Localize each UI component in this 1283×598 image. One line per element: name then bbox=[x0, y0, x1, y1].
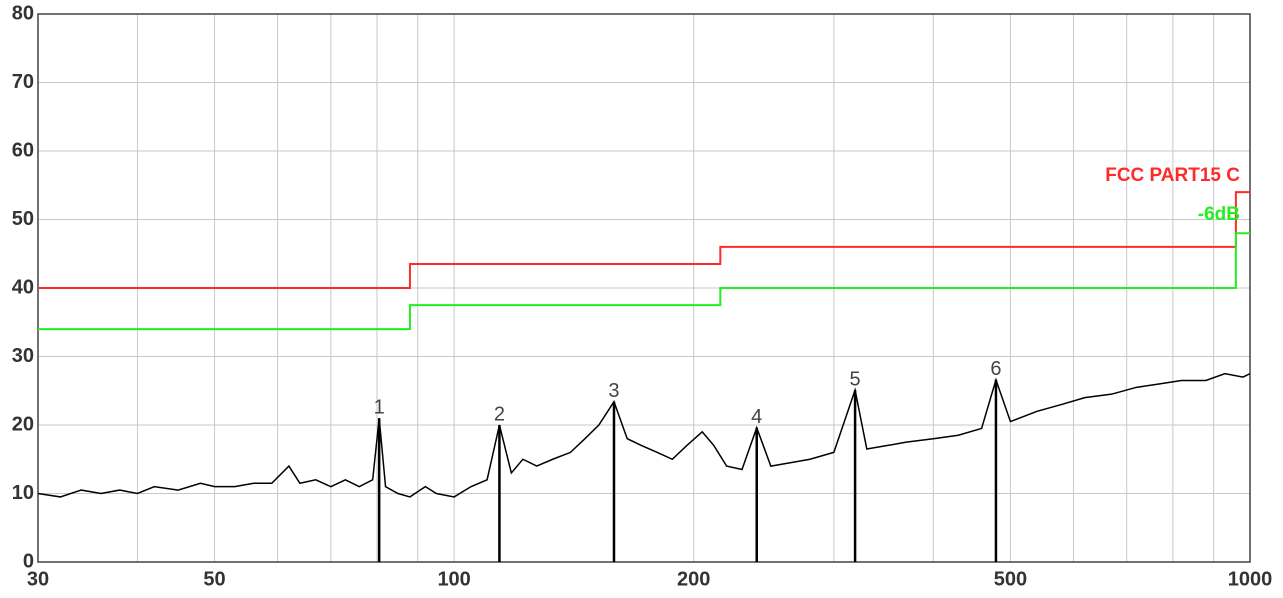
series-line bbox=[38, 191, 1250, 289]
marker-label: 1 bbox=[374, 396, 385, 418]
marker-label: 6 bbox=[990, 358, 1001, 380]
marker-label: 4 bbox=[751, 406, 762, 428]
y-tick-label: 80 bbox=[12, 2, 34, 24]
y-tick-label: 20 bbox=[12, 413, 34, 435]
legend-label: FCC PART15 C bbox=[1105, 165, 1240, 186]
y-tick-label: 60 bbox=[12, 139, 34, 161]
series-line bbox=[37, 372, 1251, 498]
series-line bbox=[38, 232, 1250, 331]
x-tick-label: 1000 bbox=[1228, 568, 1273, 590]
y-tick-label: 70 bbox=[12, 71, 34, 93]
marker-label: 2 bbox=[494, 403, 505, 425]
y-tick-label: 10 bbox=[12, 482, 34, 504]
y-tick-label: 50 bbox=[12, 208, 34, 230]
y-tick-label: 30 bbox=[12, 345, 34, 367]
marker-label: 3 bbox=[608, 380, 619, 402]
marker-label: 5 bbox=[850, 368, 861, 390]
x-tick-label: 200 bbox=[677, 568, 710, 590]
x-tick-label: 30 bbox=[27, 568, 49, 590]
x-tick-label: 500 bbox=[994, 568, 1027, 590]
x-tick-label: 50 bbox=[203, 568, 225, 590]
x-tick-label: 100 bbox=[437, 568, 470, 590]
y-tick-label: 0 bbox=[23, 550, 34, 572]
y-tick-label: 40 bbox=[12, 276, 34, 298]
legend-label: -6dB bbox=[1198, 204, 1240, 225]
